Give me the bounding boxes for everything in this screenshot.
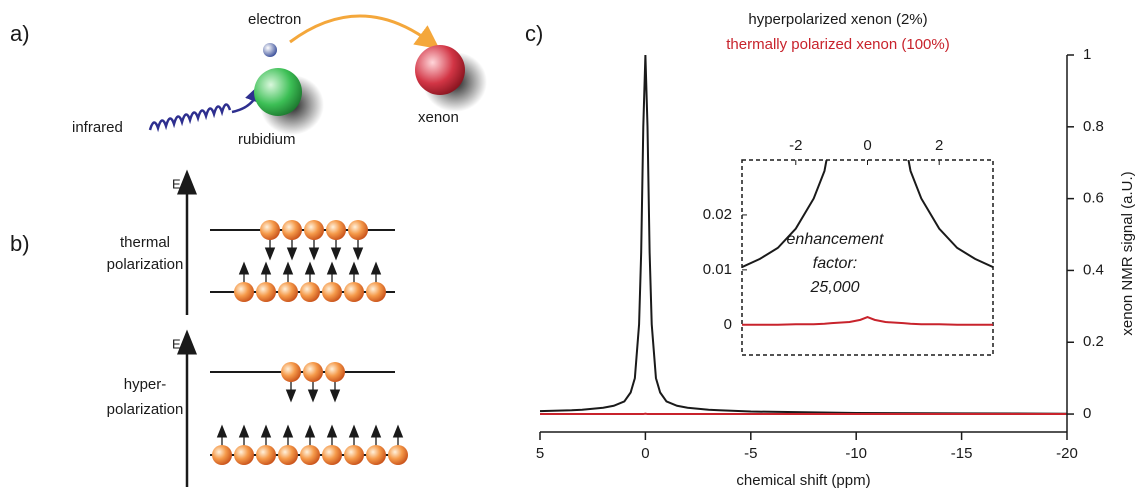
x-tick-label: 5 bbox=[536, 445, 544, 462]
nucleus bbox=[303, 362, 323, 382]
nucleus bbox=[326, 220, 346, 240]
rubidium-label: rubidium bbox=[238, 131, 296, 148]
xenon-atom bbox=[415, 45, 465, 95]
x-tick-label: -2 bbox=[789, 137, 802, 154]
annotation: factor: bbox=[813, 255, 857, 272]
nucleus bbox=[278, 445, 298, 465]
nucleus bbox=[344, 445, 364, 465]
panel-label: c) bbox=[525, 21, 543, 46]
x-tick-label: -20 bbox=[1056, 445, 1078, 462]
annotation: enhancement bbox=[787, 231, 885, 248]
nucleus bbox=[344, 282, 364, 302]
inset-frame bbox=[742, 160, 993, 355]
energy-label: E bbox=[172, 336, 181, 351]
x-tick-label: -15 bbox=[951, 445, 973, 462]
photon-arrow bbox=[232, 92, 258, 112]
x-tick-label: 0 bbox=[863, 137, 871, 154]
nucleus bbox=[256, 282, 276, 302]
nucleus bbox=[388, 445, 408, 465]
nucleus bbox=[260, 220, 280, 240]
y-axis-label: xenon NMR signal (a.U.) bbox=[1119, 171, 1136, 335]
y-tick-label: 0.02 bbox=[703, 206, 732, 223]
x-tick-label: -10 bbox=[845, 445, 867, 462]
infrared-label: infrared bbox=[72, 119, 123, 136]
y-tick-label: 0.2 bbox=[1083, 333, 1104, 350]
panel-a: a) infrared electron rubidium xenon bbox=[10, 11, 487, 148]
x-tick-label: 0 bbox=[641, 445, 649, 462]
energy-label: E bbox=[172, 176, 181, 191]
electron-label: electron bbox=[248, 11, 301, 28]
nucleus bbox=[304, 220, 324, 240]
nucleus bbox=[366, 282, 386, 302]
nucleus bbox=[300, 282, 320, 302]
nucleus bbox=[300, 445, 320, 465]
thermal-label: thermal bbox=[120, 234, 170, 251]
legend-entry: thermally polarized xenon (100%) bbox=[726, 36, 949, 53]
nucleus bbox=[348, 220, 368, 240]
y-tick-label: 1 bbox=[1083, 46, 1091, 63]
x-tick-label: 2 bbox=[935, 137, 943, 154]
nucleus bbox=[325, 362, 345, 382]
y-tick-label: 0.4 bbox=[1083, 261, 1104, 278]
nucleus bbox=[322, 445, 342, 465]
panel-b: b) E thermal polarization E hyper- polar… bbox=[10, 176, 408, 487]
xenon-label: xenon bbox=[418, 109, 459, 126]
y-tick-label: 0.01 bbox=[703, 261, 732, 278]
rubidium-atom bbox=[254, 68, 302, 116]
hyper-label: hyper- bbox=[124, 376, 167, 393]
panel-label: a) bbox=[10, 21, 30, 46]
x-tick-label: -5 bbox=[744, 445, 757, 462]
infrared-photon bbox=[150, 104, 230, 130]
x-axis-label: chemical shift (ppm) bbox=[736, 472, 870, 489]
nucleus bbox=[234, 445, 254, 465]
transfer-arrow bbox=[290, 16, 430, 42]
y-tick-label: 0 bbox=[724, 316, 732, 333]
y-tick-label: 0 bbox=[1083, 405, 1091, 422]
nucleus bbox=[256, 445, 276, 465]
electron-sphere bbox=[263, 43, 277, 57]
y-tick-label: 0.6 bbox=[1083, 190, 1104, 207]
thermal-label: polarization bbox=[107, 256, 184, 273]
nucleus bbox=[278, 282, 298, 302]
y-tick-label: 0.8 bbox=[1083, 118, 1104, 135]
nucleus bbox=[234, 282, 254, 302]
nucleus bbox=[281, 362, 301, 382]
annotation: 25,000 bbox=[810, 279, 860, 296]
nucleus bbox=[282, 220, 302, 240]
panel-label: b) bbox=[10, 231, 30, 256]
nucleus bbox=[212, 445, 232, 465]
nucleus bbox=[322, 282, 342, 302]
legend-entry: hyperpolarized xenon (2%) bbox=[748, 11, 927, 28]
hyper-label: polarization bbox=[107, 401, 184, 418]
nucleus bbox=[366, 445, 386, 465]
